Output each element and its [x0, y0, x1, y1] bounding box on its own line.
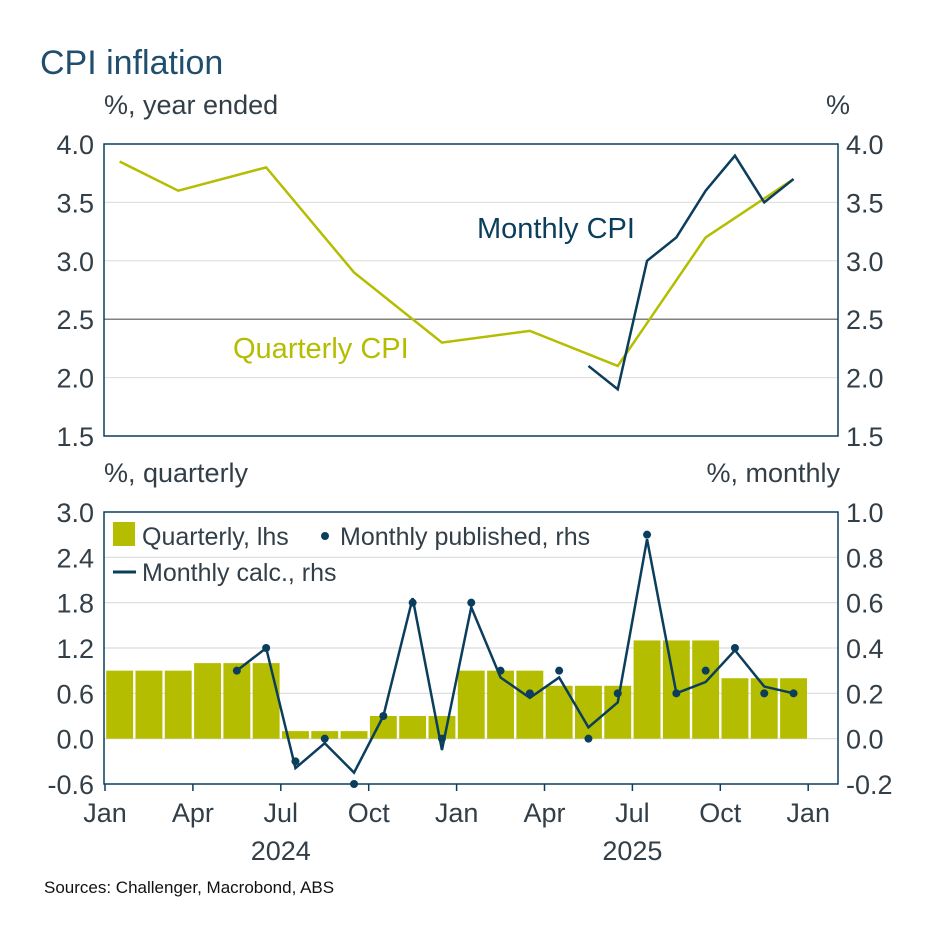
top-panel-frame	[103, 143, 839, 437]
quarterly-cpi-line	[119, 160, 795, 368]
quarterly-cpi-label: Quarterly CPI	[233, 333, 409, 365]
bottom-panel-frame	[103, 511, 839, 785]
quarterly-bar	[282, 731, 309, 739]
right-tick-label: 3.5	[846, 188, 884, 218]
x-year-label: 2024	[251, 836, 311, 866]
monthly-published-dot	[643, 530, 652, 539]
right-tick-label: 0.2	[846, 679, 884, 709]
monthly-published-dot	[437, 734, 446, 743]
monthly-published-dot	[613, 689, 622, 698]
x-tick-label: Jan	[786, 798, 830, 828]
x-tick-label: Jul	[264, 798, 299, 828]
left-tick-label: 3.5	[56, 188, 94, 218]
monthly-published-dot	[320, 734, 329, 743]
left-tick-label: -0.6	[47, 770, 94, 800]
quarterly-bar	[223, 663, 251, 739]
x-tick-label: Apr	[172, 798, 214, 828]
legend-quarterly-label: Quarterly, lhs	[142, 523, 289, 551]
left-tick-label: 3.0	[56, 247, 94, 277]
monthly-published-dot	[730, 644, 739, 652]
monthly-cpi-line	[587, 153, 795, 392]
left-tick-label: 0.0	[56, 725, 94, 755]
source-note: Sources: Challenger, Macrobond, ABS	[44, 878, 334, 897]
left-tick-label: 3.0	[56, 498, 94, 528]
monthly-published-dot	[467, 598, 476, 607]
quarterly-bar	[721, 678, 749, 739]
left-tick-label: 0.6	[56, 679, 94, 709]
monthly-calc-line	[236, 538, 794, 775]
x-tick-label: Jan	[83, 798, 127, 828]
quarterly-bar	[457, 670, 485, 739]
left-tick-label: 2.0	[56, 364, 94, 394]
quarterly-bar	[399, 716, 427, 739]
quarterly-bar	[633, 640, 661, 739]
monthly-published-dot	[789, 689, 798, 698]
quarterly-bar	[106, 670, 134, 739]
bottom-right-unit: %, monthly	[706, 458, 840, 488]
left-tick-label: 2.5	[56, 305, 94, 335]
right-tick-label: 0.0	[846, 725, 884, 755]
quarterly-bar	[252, 663, 280, 739]
monthly-published-dot	[232, 666, 241, 675]
x-tick-label: Apr	[523, 798, 565, 828]
right-tick-label: 2.5	[846, 305, 884, 335]
quarterly-bar	[516, 670, 544, 739]
chart-title: CPI inflation	[40, 44, 223, 82]
quarterly-bar	[692, 640, 720, 739]
monthly-published-dot	[262, 644, 271, 652]
right-tick-label: 2.0	[846, 364, 884, 394]
legend-published-label: Monthly published, rhs	[340, 523, 590, 551]
monthly-cpi-label: Monthly CPI	[477, 213, 635, 245]
right-tick-label: 0.6	[846, 589, 884, 619]
x-tick-label: Oct	[348, 798, 391, 828]
monthly-published-dot	[525, 689, 534, 698]
quarterly-bar	[340, 731, 368, 739]
monthly-published-dot	[760, 689, 769, 698]
left-tick-label: 1.8	[56, 589, 94, 619]
monthly-published-dot	[291, 757, 300, 766]
right-tick-label: 1.5	[846, 422, 884, 452]
legend-quarterly-swatch	[113, 522, 135, 546]
x-tick-label: Jul	[615, 798, 650, 828]
monthly-published-dot	[496, 666, 505, 675]
quarterly-bar	[164, 670, 192, 739]
quarterly-bar	[194, 663, 221, 739]
monthly-published-dot	[555, 666, 564, 675]
bottom-left-unit: %, quarterly	[104, 458, 249, 488]
left-tick-label: 1.2	[56, 634, 94, 664]
legend-published-dot	[321, 532, 329, 540]
left-tick-label: 2.4	[56, 543, 94, 573]
monthly-published-dot	[672, 689, 681, 698]
top-right-unit: %	[826, 90, 850, 120]
quarterly-bar	[369, 716, 397, 739]
quarterly-bar	[135, 670, 163, 739]
monthly-published-dot	[701, 666, 710, 675]
x-tick-label: Jan	[435, 798, 479, 828]
x-tick-label: Oct	[699, 798, 742, 828]
right-tick-label: 0.4	[846, 634, 884, 664]
quarterly-bar	[780, 678, 807, 739]
right-tick-label: 1.0	[846, 498, 884, 528]
right-tick-label: -0.2	[846, 770, 893, 800]
left-tick-label: 4.0	[56, 130, 94, 160]
top-left-unit: %, year ended	[104, 90, 278, 120]
legend-calc-label: Monthly calc., rhs	[142, 559, 337, 587]
monthly-published-dot	[408, 598, 417, 607]
left-tick-label: 1.5	[56, 422, 94, 452]
quarterly-bar	[487, 670, 514, 739]
right-tick-label: 3.0	[846, 247, 884, 277]
x-year-label: 2025	[602, 836, 662, 866]
right-tick-label: 0.8	[846, 543, 884, 573]
monthly-published-dot	[584, 734, 593, 743]
right-tick-label: 4.0	[846, 130, 884, 160]
monthly-published-dot	[379, 712, 388, 720]
